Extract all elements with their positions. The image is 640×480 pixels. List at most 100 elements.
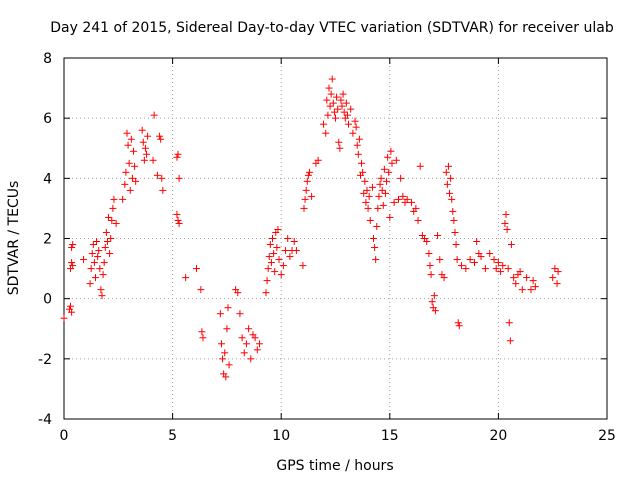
data-point bbox=[384, 153, 392, 161]
x-tick-label: 20 bbox=[489, 428, 507, 444]
data-point bbox=[263, 277, 271, 285]
data-point bbox=[275, 256, 283, 264]
data-point bbox=[101, 244, 109, 252]
data-point bbox=[238, 334, 246, 342]
data-point bbox=[80, 256, 88, 264]
data-point bbox=[373, 222, 381, 230]
data-point bbox=[358, 159, 366, 167]
data-point bbox=[174, 150, 182, 158]
data-point bbox=[381, 189, 389, 197]
data-point bbox=[386, 213, 394, 221]
data-point bbox=[430, 292, 438, 300]
data-point bbox=[351, 117, 359, 125]
data-point bbox=[343, 111, 351, 119]
data-point bbox=[423, 238, 431, 246]
data-point bbox=[428, 298, 436, 306]
data-point bbox=[175, 174, 183, 182]
data-point bbox=[175, 219, 183, 227]
data-point bbox=[286, 253, 294, 261]
data-point bbox=[390, 198, 398, 206]
data-point bbox=[159, 186, 167, 194]
grid-lines bbox=[64, 58, 607, 419]
data-point bbox=[342, 99, 350, 107]
data-point bbox=[236, 310, 244, 318]
data-point bbox=[105, 213, 113, 221]
data-point bbox=[273, 244, 281, 252]
data-point bbox=[327, 90, 335, 98]
data-point bbox=[360, 189, 368, 197]
data-point bbox=[503, 225, 511, 233]
data-point bbox=[173, 210, 181, 218]
data-point bbox=[527, 286, 535, 294]
data-point bbox=[359, 168, 367, 176]
data-point bbox=[523, 274, 531, 282]
plot-frame bbox=[63, 57, 608, 420]
data-point bbox=[380, 165, 388, 173]
data-point bbox=[290, 238, 298, 246]
data-point bbox=[222, 373, 230, 381]
data-point bbox=[452, 241, 460, 249]
data-point bbox=[68, 259, 76, 267]
x-tick-labels: 0 5 10 15 20 25 bbox=[60, 428, 616, 444]
data-point bbox=[100, 259, 108, 267]
data-point bbox=[328, 75, 336, 83]
data-point bbox=[69, 241, 77, 249]
data-point bbox=[481, 265, 489, 273]
x-axis-label: GPS time / hours bbox=[276, 458, 393, 474]
data-point bbox=[125, 159, 133, 167]
data-point bbox=[431, 307, 439, 315]
data-point bbox=[425, 250, 433, 258]
data-point bbox=[97, 286, 105, 294]
data-point bbox=[336, 144, 344, 152]
data-point bbox=[501, 219, 509, 227]
data-point bbox=[504, 265, 512, 273]
data-point bbox=[376, 180, 384, 188]
data-point bbox=[333, 93, 341, 101]
data-point bbox=[88, 250, 96, 258]
data-point bbox=[94, 253, 102, 261]
x-tick-label: 15 bbox=[381, 428, 399, 444]
data-point bbox=[447, 174, 455, 182]
data-point bbox=[153, 171, 161, 179]
data-point bbox=[416, 162, 424, 170]
data-point bbox=[365, 192, 373, 200]
y-tick-label: 0 bbox=[43, 292, 52, 308]
data-point bbox=[451, 228, 459, 236]
y-tick-label: -2 bbox=[38, 352, 52, 368]
y-axis-label: SDTVAR / TECUs bbox=[6, 181, 22, 296]
data-point bbox=[282, 247, 290, 255]
data-point bbox=[86, 280, 94, 288]
data-point bbox=[131, 162, 139, 170]
data-point bbox=[366, 216, 374, 224]
x-tick-label: 25 bbox=[598, 428, 616, 444]
data-point bbox=[112, 219, 120, 227]
data-point bbox=[99, 271, 107, 279]
data-point bbox=[352, 123, 360, 131]
data-point bbox=[314, 156, 322, 164]
data-point bbox=[157, 135, 165, 143]
data-point bbox=[132, 177, 140, 185]
data-point bbox=[267, 259, 275, 267]
y-tick-label: 8 bbox=[43, 51, 52, 67]
chart-title: Day 241 of 2015, Sidereal Day-to-day VTE… bbox=[50, 20, 614, 36]
data-point bbox=[108, 216, 116, 224]
data-point bbox=[308, 192, 316, 200]
y-tick-label: -4 bbox=[38, 412, 52, 428]
data-point bbox=[216, 310, 224, 318]
data-point bbox=[299, 262, 307, 270]
data-point bbox=[89, 241, 97, 249]
data-point bbox=[442, 168, 450, 176]
data-point bbox=[394, 195, 402, 203]
data-point bbox=[87, 265, 95, 273]
data-point bbox=[434, 231, 442, 239]
data-point bbox=[324, 111, 332, 119]
data-point bbox=[242, 340, 250, 348]
data-point bbox=[305, 168, 313, 176]
data-point bbox=[516, 268, 524, 276]
data-point bbox=[240, 349, 248, 357]
data-point bbox=[347, 105, 355, 113]
data-point bbox=[490, 256, 498, 264]
data-point bbox=[377, 174, 385, 182]
data-point bbox=[69, 262, 77, 270]
data-point bbox=[271, 268, 279, 276]
